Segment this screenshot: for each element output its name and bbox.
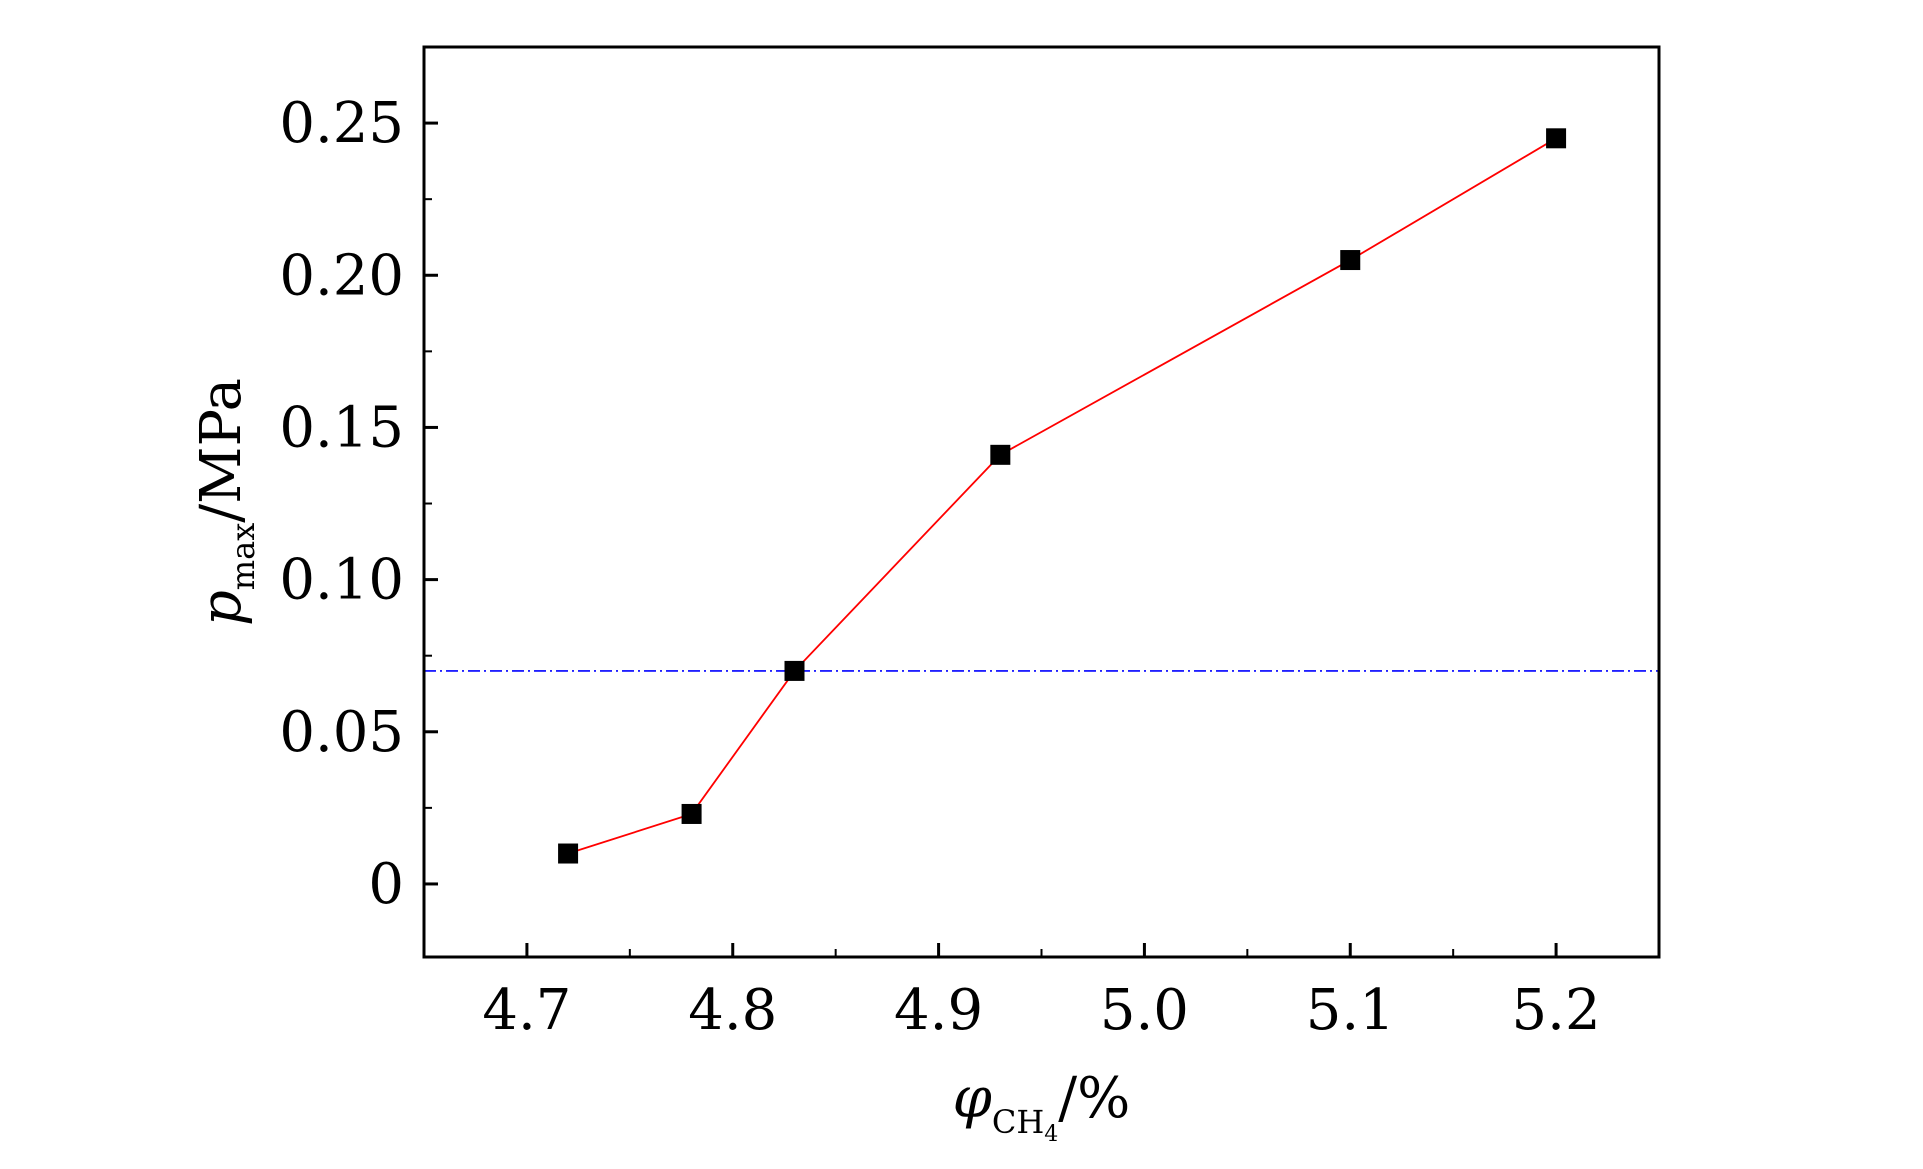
data-point-marker [1340,250,1361,271]
data-point-marker [1546,128,1567,149]
x-axis-subscript-index: 4 [1044,1122,1058,1147]
y-tick-label: 0.25 [279,91,404,156]
x-tick-label: 4.7 [482,978,571,1043]
y-tick-label: 0.10 [279,548,404,613]
y-axis-unit: /MPa [189,378,254,523]
series-layer [558,128,1567,864]
x-axis-ticks: 4.7 4.8 4.9 5.0 5.1 5.2 [423,943,1660,1043]
plot-frame [422,45,1661,959]
x-tick-label: 5.0 [1100,978,1189,1043]
y-tick-label: 0.05 [279,700,404,765]
data-point-marker [784,660,805,681]
series-line [567,137,1557,855]
data-point-marker [681,803,702,824]
x-axis-subscript: CH [992,1103,1044,1141]
data-point-marker [990,444,1011,465]
x-tick-label: 4.8 [688,978,777,1043]
y-tick-label: 0.15 [279,395,404,460]
y-tick-label: 0 [368,852,404,917]
y-axis-title: pmax/MPa [189,378,262,626]
x-tick-label: 5.2 [1512,978,1601,1043]
x-axis-title: φCH4/% [953,1066,1131,1147]
x-tick-label: 5.1 [1306,978,1395,1043]
x-axis-symbol: φ [953,1066,992,1131]
y-axis-subscript: max [224,523,262,590]
y-axis-symbol: p [189,590,254,626]
data-point-marker [558,843,579,864]
x-axis-unit: /% [1058,1066,1130,1131]
y-tick-label: 0.20 [279,243,404,308]
x-tick-label: 4.9 [894,978,983,1043]
y-axis-ticks: 0 0.05 0.10 0.15 0.20 0.25 [279,46,438,917]
